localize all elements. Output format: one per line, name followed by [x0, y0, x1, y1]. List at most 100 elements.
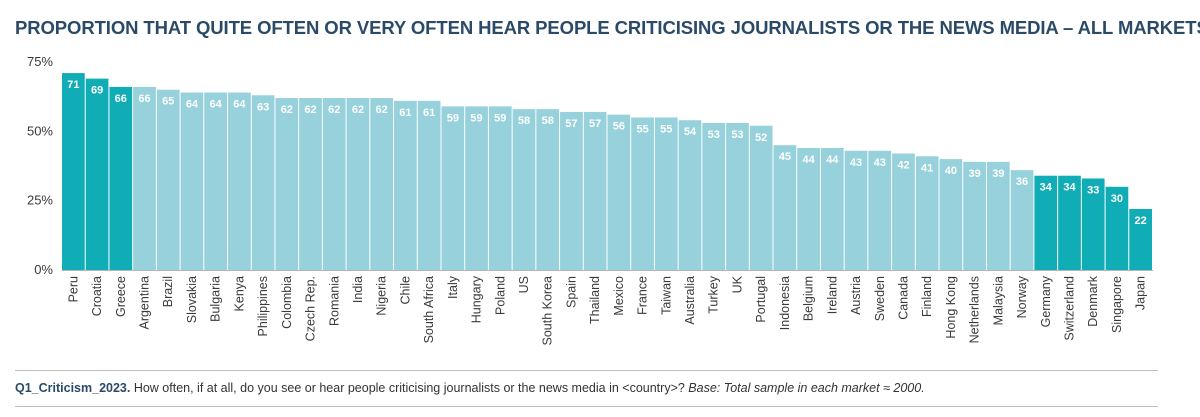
bar [678, 120, 702, 271]
bar [417, 100, 441, 270]
x-tick-label: Thailand [588, 276, 602, 324]
bar [1105, 186, 1129, 270]
data-label: 63 [257, 101, 269, 113]
x-tick-label: Norway [1015, 275, 1029, 318]
footnote-question-text: How often, if at all, do you see or hear… [130, 381, 689, 395]
x-tick-label: Colombia [280, 276, 294, 329]
x-tick-label: Hong Kong [944, 276, 958, 339]
x-tick-label: Switzerland [1062, 276, 1076, 341]
x-tick-label: Poland [493, 276, 507, 315]
data-label: 41 [921, 162, 933, 174]
x-tick-label: Austria [849, 276, 863, 315]
data-label: 62 [376, 104, 388, 116]
bar [963, 161, 986, 270]
data-label: 55 [660, 123, 672, 135]
x-tick-label: Romania [327, 276, 341, 326]
x-tick-label: Turkey [707, 275, 721, 313]
data-label: 40 [945, 165, 957, 177]
x-tick-label: Brazil [161, 276, 175, 307]
bar [228, 92, 251, 270]
data-label: 57 [565, 118, 577, 130]
bar [465, 106, 488, 271]
x-tick-label: Ireland [825, 276, 839, 314]
bar [1129, 208, 1152, 270]
bar [702, 123, 726, 270]
data-label: 55 [636, 123, 648, 135]
bar [1058, 175, 1081, 270]
bar [299, 98, 322, 270]
bar [394, 100, 417, 270]
bar [631, 117, 654, 270]
data-label: 39 [968, 168, 980, 180]
bar [1010, 170, 1034, 270]
data-label: 22 [1135, 215, 1147, 227]
bar [654, 117, 678, 270]
x-tick-label: Peru [66, 276, 80, 302]
x-tick-label: France [636, 276, 650, 315]
bar [939, 159, 963, 270]
x-tick-label: Indonesia [778, 276, 792, 330]
data-label: 59 [470, 112, 482, 124]
data-label: 64 [186, 99, 199, 111]
x-tick-label: Sweden [873, 276, 887, 321]
data-label: 33 [1087, 184, 1099, 196]
x-tick-label: Singapore [1110, 276, 1124, 333]
bar [868, 150, 892, 270]
footnote-question-id: Q1_Criticism_2023. [15, 381, 131, 395]
x-axis: Peru Croatia Greece Argentina Brazil Slovakia… [66, 275, 1147, 345]
bar [844, 150, 868, 270]
data-label: 53 [731, 129, 743, 141]
x-tick-label: Belgium [802, 276, 816, 321]
x-tick-label: Kenya [232, 276, 246, 311]
y-tick-label: 25% [27, 193, 53, 208]
data-label: 56 [613, 121, 625, 133]
data-label: 45 [779, 151, 791, 163]
data-label: 61 [399, 107, 411, 119]
bar [797, 147, 820, 270]
y-axis: 0% 25% 50% 75% [27, 54, 1153, 277]
bar [109, 86, 133, 271]
data-label: 39 [992, 168, 1004, 180]
x-tick-label: Chile [398, 276, 412, 305]
data-label: 64 [233, 99, 246, 111]
bar [370, 98, 394, 270]
x-tick-label: Spain [564, 276, 578, 308]
data-label: 66 [115, 93, 127, 105]
data-label: 30 [1111, 193, 1123, 205]
data-label: 62 [281, 104, 293, 116]
bar [892, 153, 915, 270]
data-label: 34 [1063, 182, 1076, 194]
bar [1081, 178, 1105, 270]
x-tick-label: Italy [446, 275, 460, 299]
x-tick-label: Canada [896, 276, 910, 320]
footnote-base: Base: Total sample in each market ≈ 2000… [688, 381, 925, 395]
data-label: 34 [1040, 182, 1053, 194]
bar [488, 106, 512, 271]
data-label: 62 [304, 104, 316, 116]
x-tick-label: Philippines [256, 276, 270, 336]
data-label: 71 [67, 79, 79, 91]
data-label: 66 [138, 93, 150, 105]
data-label: 58 [542, 115, 554, 127]
x-tick-label: US [517, 276, 531, 293]
bar [322, 98, 346, 270]
x-tick-label: Bulgaria [209, 276, 223, 322]
x-tick-label: Slovakia [185, 276, 199, 323]
x-tick-label: Taiwan [659, 276, 673, 315]
bar [986, 161, 1010, 270]
x-tick-label: Netherlands [968, 276, 982, 343]
bar [133, 86, 156, 271]
x-tick-label: Finland [920, 276, 934, 317]
x-tick-label: Malaysia [991, 276, 1005, 325]
bar [346, 98, 370, 270]
data-label: 43 [850, 157, 862, 169]
bar [726, 123, 749, 270]
divider-top [15, 370, 1158, 371]
bar [512, 109, 536, 271]
x-tick-label: UK [730, 275, 744, 293]
x-tick-label: Greece [114, 276, 128, 317]
x-tick-label: Denmark [1086, 275, 1100, 326]
data-label: 54 [684, 126, 697, 138]
data-label: 42 [897, 160, 909, 172]
x-tick-label: Croatia [90, 276, 104, 316]
